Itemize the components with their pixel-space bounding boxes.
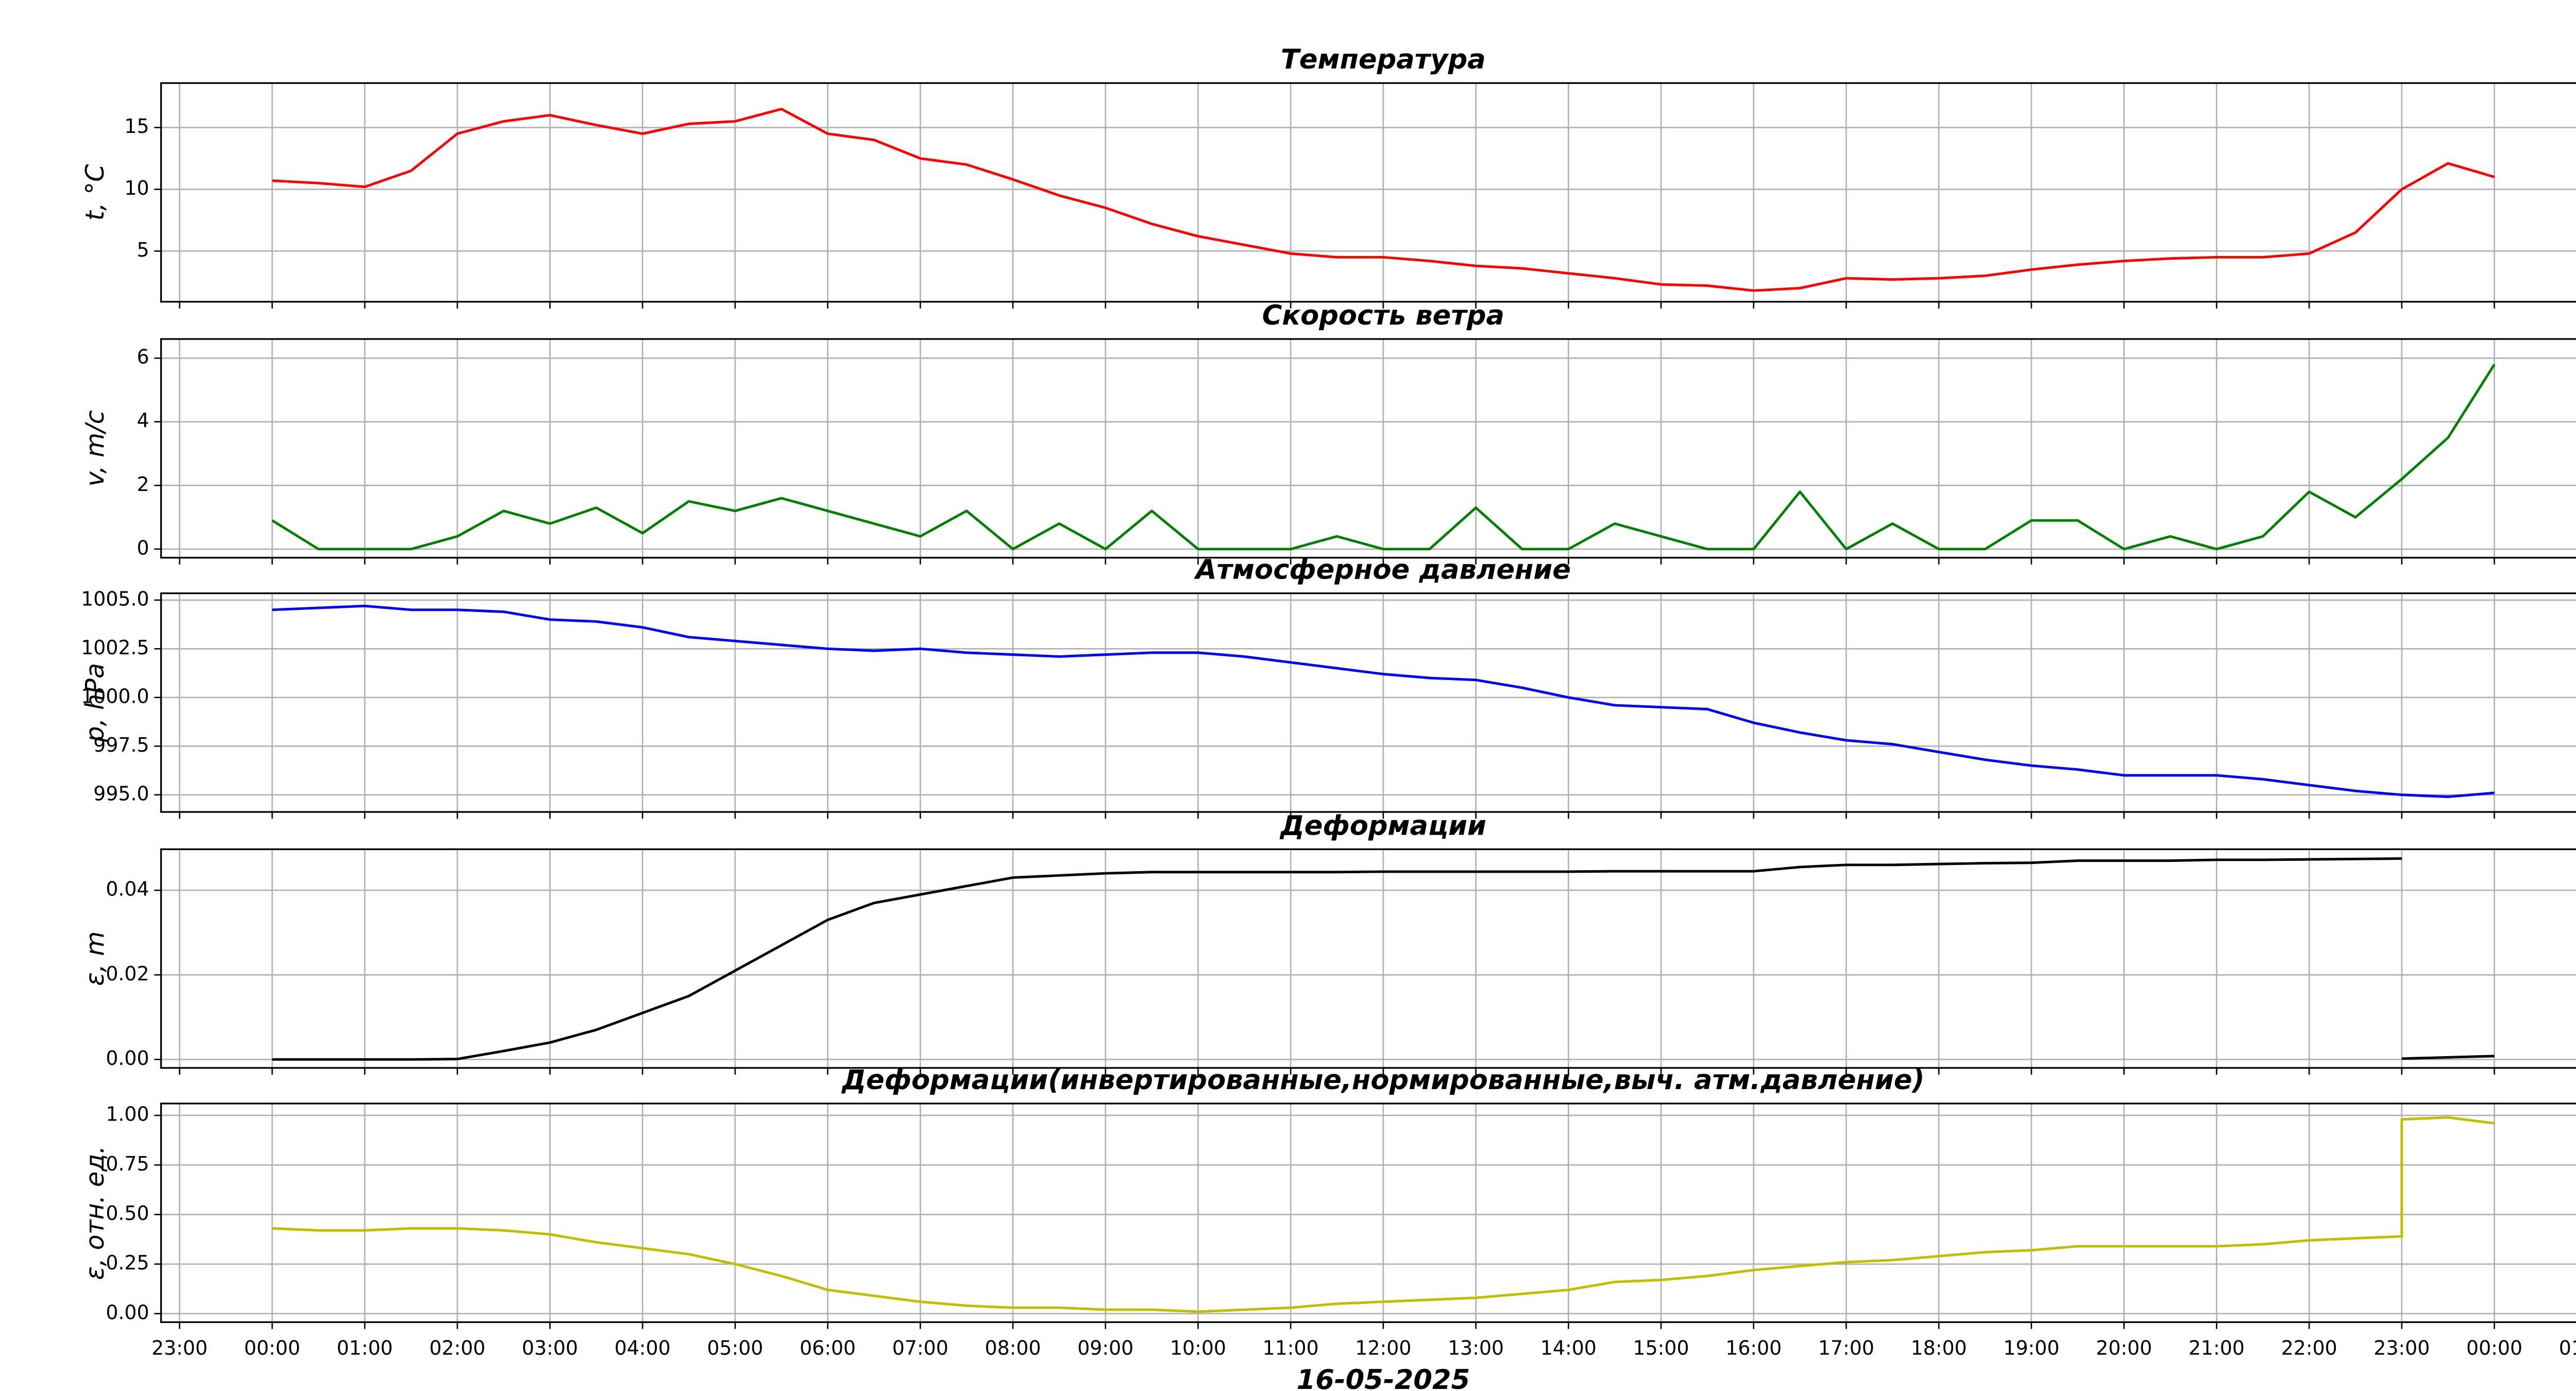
x-tick-label: 11:00 [1263,1337,1319,1360]
y-tick-label: 0.25 [106,1251,149,1274]
data-line [272,1116,2495,1313]
x-tick-label: 17:00 [1818,1337,1874,1360]
x-tick-label: 23:00 [151,1337,208,1360]
x-tick-label: 04:00 [615,1337,671,1360]
x-tick-label: 09:00 [1077,1337,1133,1360]
x-tick-label: 12:00 [1355,1337,1411,1360]
y-axis-label: ε, отн. ед. [80,1146,110,1280]
plot-frame [160,592,2576,813]
x-axis-label: 16-05-2025 [1297,1364,1470,1391]
x-tick-label: 19:00 [2003,1337,2059,1360]
y-tick-label: 995.0 [93,782,149,805]
y-tick-label: 10 [124,177,149,199]
y-axis-label: v, m/c [80,410,110,486]
y-tick-label: 1005.0 [81,587,149,610]
y-tick-label: 997.5 [93,734,149,756]
plot-frame [160,1102,2576,1324]
y-axis-label: p, hPa [80,663,110,743]
x-tick-label: 13:00 [1448,1337,1504,1360]
panel-title: Скорость ветра [1262,300,1504,331]
x-tick-label: 01:00 [336,1337,393,1360]
data-line [272,108,2495,292]
x-tick-label: 18:00 [1911,1337,1967,1360]
data-line [271,364,2496,551]
y-tick-label: 0.00 [106,1047,149,1070]
panel-title: Атмосферное давление [1194,554,1571,585]
x-tick-label: 15:00 [1633,1337,1689,1360]
x-tick-label: 08:00 [985,1337,1041,1360]
plot-frame [160,338,2576,559]
y-tick-label: 15 [124,115,149,138]
y-tick-label: 0.75 [106,1152,149,1175]
x-tick-label: 16:00 [1725,1337,1782,1360]
x-tick-label: 07:00 [892,1337,948,1360]
x-tick-label: 10:00 [1170,1337,1226,1360]
y-tick-label: 2 [137,473,149,496]
y-tick-label: 4 [137,409,149,432]
x-tick-label: 22:00 [2281,1337,2337,1360]
y-tick-label: 5 [137,239,149,261]
y-tick-label: 1002.5 [81,636,149,659]
data-line [272,604,2495,799]
x-tick-label: 14:00 [1540,1337,1597,1360]
data-line [272,857,2495,1061]
x-tick-label: 01:00 [2559,1337,2576,1360]
y-tick-label: 6 [137,346,149,368]
y-axis-label: t, °C [80,164,110,220]
y-tick-label: 0 [137,536,149,559]
panel-title: Деформации(инвертированные,нормированные… [841,1064,1924,1096]
x-tick-label: 00:00 [2466,1337,2522,1360]
y-tick-label: 1000.0 [81,685,149,707]
x-tick-label: 23:00 [2374,1337,2430,1360]
y-axis-label: ε, m [80,931,110,986]
x-tick-label: 21:00 [2189,1337,2245,1360]
x-tick-label: 03:00 [522,1337,578,1360]
panel-title: Температура [1281,44,1486,75]
y-tick-label: 1.00 [106,1103,149,1126]
x-tick-label: 05:00 [707,1337,763,1360]
panel-title: Деформации [1279,810,1486,841]
y-tick-label: 0.04 [106,878,149,901]
x-tick-label: 06:00 [800,1337,856,1360]
y-tick-label: 0.50 [106,1202,149,1225]
plot-frame [160,82,2576,303]
y-tick-label: 0.00 [106,1301,149,1324]
x-tick-label: 02:00 [429,1337,485,1360]
x-tick-label: 20:00 [2096,1337,2152,1360]
y-tick-label: 0.02 [106,962,149,985]
x-tick-label: 00:00 [244,1337,300,1360]
plot-frame [160,848,2576,1069]
